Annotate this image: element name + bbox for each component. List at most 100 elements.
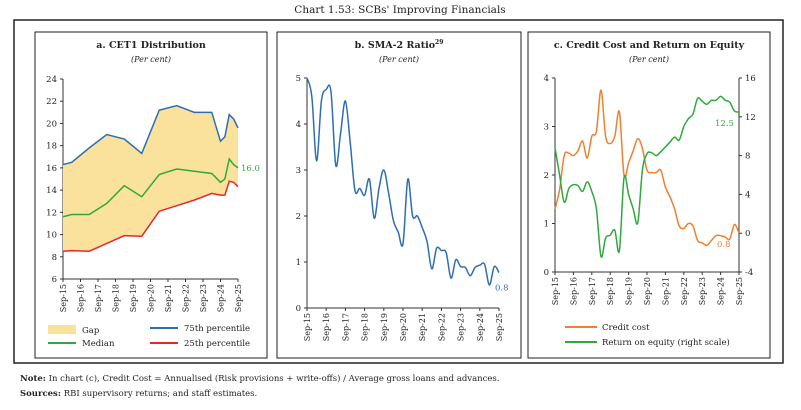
y2-tick-label: 16 <box>745 74 756 84</box>
end-value-label: 12.5 <box>715 119 734 129</box>
y-tick-label: 22 <box>46 97 57 107</box>
x-tick-label: Sep-20 <box>399 313 408 341</box>
x-tick-label: Sep-23 <box>199 284 208 312</box>
y-tick-label: 16 <box>46 164 57 174</box>
y2-tick-label: 8 <box>745 152 750 162</box>
x-tick-label: Sep-16 <box>322 313 331 341</box>
x-tick-label: Sep-21 <box>164 284 173 312</box>
y-tick-label: 24 <box>46 75 57 85</box>
y2-tick-label: -4 <box>745 268 753 278</box>
y-tick-label: 5 <box>296 74 301 84</box>
y-tick-label: 18 <box>46 142 57 152</box>
legend-label: Median <box>82 339 115 349</box>
y-tick-label: 1 <box>296 258 301 268</box>
legend-swatch-gap <box>48 325 76 334</box>
panel-title: a. CET1 Distribution <box>96 40 206 51</box>
y-tick-label: 6 <box>52 275 57 285</box>
panel-a: a. CET1 Distribution (Per cent) 6 8 10 12 14 16… <box>34 31 268 359</box>
y-tick-label: 3 <box>296 166 301 176</box>
figure-title: Chart 1.53: SCBs' Improving Financials <box>294 4 505 16</box>
y-tick-label: 4 <box>544 74 549 84</box>
y-tick-label: 4 <box>296 120 301 130</box>
legend-label: Return on equity (right scale) <box>602 337 730 348</box>
title-superscript: 29 <box>435 39 443 46</box>
y2-tick-label: 0 <box>745 229 750 239</box>
x-tick-label: Sep-20 <box>643 277 652 305</box>
x-tick-label: Sep-19 <box>380 313 389 341</box>
legend-label-gap: Gap <box>82 326 100 336</box>
y-tick-label: 0 <box>296 304 301 314</box>
panel-title: c. Credit Cost and Return on Equity <box>554 40 745 51</box>
note: Note: In chart (c), Credit Cost = Annual… <box>20 374 499 384</box>
panel-subtitle: (Per cent) <box>379 55 419 64</box>
x-tick-label: Sep-25 <box>234 284 243 312</box>
panel-frame <box>527 31 771 359</box>
series-line-credit <box>554 89 740 247</box>
x-tick-label: Sep-22 <box>182 284 191 312</box>
legend-label: 75th percentile <box>184 324 250 334</box>
x-tick-label: Sep-23 <box>457 313 466 341</box>
outer-frame <box>13 19 784 364</box>
x-tick-label: Sep-23 <box>698 277 707 305</box>
legend-label: 25th percentile <box>184 339 250 349</box>
note-label: Note: <box>20 374 46 384</box>
x-tick-label: Sep-22 <box>680 277 689 305</box>
x-tick-label: Sep-24 <box>217 284 226 312</box>
x-tick-label: Sep-21 <box>418 313 427 341</box>
y-tick-label: 2 <box>544 171 549 181</box>
panel-c: c. Credit Cost and Return on Equity (Per … <box>527 31 771 359</box>
y-tick-label: 2 <box>296 212 301 222</box>
y-tick-label: 14 <box>46 186 57 196</box>
x-tick-label: Sep-16 <box>77 284 86 312</box>
x-tick-label: Sep-16 <box>569 277 578 305</box>
sources-label: Sources: <box>20 389 61 399</box>
series-line <box>306 77 500 286</box>
x-tick-label: Sep-24 <box>476 313 485 341</box>
y2-tick-label: 4 <box>745 190 750 200</box>
note-text: In chart (c), Credit Cost = Annualised (… <box>48 374 500 384</box>
panel-frame <box>34 31 268 359</box>
x-tick-label: Sep-15 <box>551 277 560 305</box>
panel-frame <box>276 31 522 359</box>
median-end-label: 16.0 <box>241 164 260 174</box>
sources-text: RBI supervisory returns; and staff estim… <box>63 389 258 399</box>
y-tick-label: 20 <box>46 119 57 129</box>
series-line-return <box>554 95 740 258</box>
y-tick-label: 1 <box>544 220 549 230</box>
series-line-p75 <box>62 104 239 166</box>
legend: Gap Median 75th percentile 25th percentile <box>48 324 250 349</box>
x-tick-label: Sep-15 <box>59 284 68 312</box>
y2-tick-label: 12 <box>745 113 756 123</box>
x-tick-label: Sep-22 <box>437 313 446 341</box>
y-tick-label: 10 <box>46 231 57 241</box>
series-line-p25 <box>62 180 239 252</box>
y-tick-label: 0 <box>544 268 549 278</box>
legend-label: Credit cost <box>602 323 650 333</box>
y-tick-label: 12 <box>46 208 57 218</box>
x-tick-label: Sep-25 <box>495 313 504 341</box>
series-line-median <box>62 157 239 218</box>
x-tick-label: Sep-19 <box>625 277 634 305</box>
x-tick-label: Sep-24 <box>717 277 726 305</box>
x-tick-label: Sep-18 <box>606 277 615 305</box>
sources: Sources: RBI supervisory returns; and st… <box>20 389 257 399</box>
x-tick-label: Sep-17 <box>341 313 350 341</box>
y-tick-label: 8 <box>52 253 57 263</box>
x-tick-label: Sep-15 <box>303 313 312 341</box>
panel-subtitle: (Per cent) <box>629 55 669 64</box>
panel-subtitle: (Per cent) <box>131 55 171 64</box>
x-tick-label: Sep-18 <box>112 284 121 312</box>
x-tick-label: Sep-19 <box>129 284 138 312</box>
x-tick-label: Sep-20 <box>147 284 156 312</box>
y-tick-label: 3 <box>544 123 549 133</box>
end-value-label: 0.8 <box>717 240 731 250</box>
end-value-label: 0.8 <box>495 284 509 294</box>
panel-title: b. SMA-2 Ratio29 <box>355 39 444 51</box>
legend: Credit cost Return on equity (right scale… <box>565 323 730 348</box>
panel-b: b. SMA-2 Ratio29 (Per cent) 0 1 2 3 4 5 Sep-15 Se… <box>276 31 522 359</box>
x-tick-label: Sep-17 <box>588 277 597 305</box>
gap-area <box>63 105 238 252</box>
x-tick-label: Sep-21 <box>661 277 670 305</box>
